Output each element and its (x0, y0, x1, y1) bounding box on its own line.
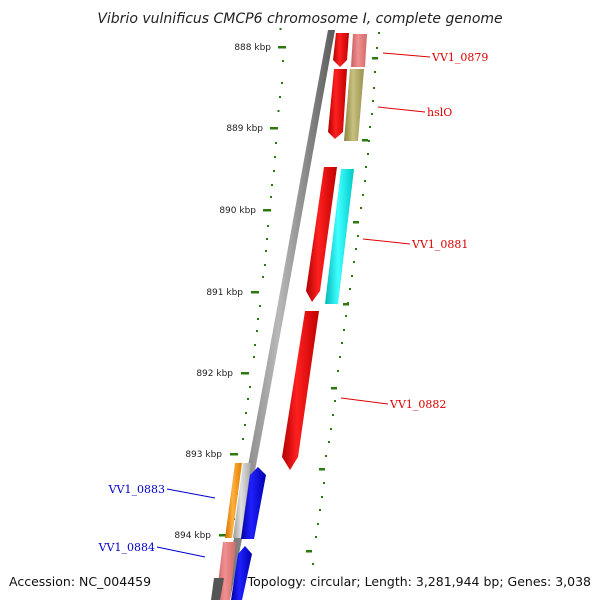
gene-bar-vv1-0879 (351, 34, 367, 67)
cds-arrow-vv1-0883 (241, 467, 266, 539)
gene-label-hslo[interactable]: hslO (427, 106, 452, 119)
tick-label-892: 892 kbp (196, 369, 233, 379)
cds-arrow-vv1-0884 (231, 546, 252, 600)
tick-mark-894 (219, 534, 227, 537)
tick-label-894: 894 kbp (174, 531, 211, 541)
gene-label-vv1-0881[interactable]: VV1_0881 (411, 238, 468, 251)
gene-bar-vv1-0883-grey (233, 463, 251, 538)
outer-major-ticks (219, 46, 286, 537)
tick-label-889: 889 kbp (226, 124, 263, 134)
gene-label-vv1-0879[interactable]: VV1_0879 (431, 51, 488, 64)
feature-vv1-0879[interactable] (333, 33, 367, 67)
gene-label-vv1-0884[interactable]: VV1_0884 (98, 541, 155, 554)
gene-label-vv1-0882[interactable]: VV1_0882 (389, 398, 446, 411)
tick-label-893: 893 kbp (185, 450, 222, 460)
feature-hslo[interactable] (328, 69, 364, 141)
map-title: Vibrio vulnificus CMCP6 chromosome I, co… (97, 11, 502, 27)
topology-text: Topology: circular; Length: 3,281,944 bp… (247, 574, 591, 589)
feature-vv1-0884[interactable] (211, 542, 252, 600)
connector-hslo (377, 106, 426, 113)
tick-mark-891 (251, 291, 259, 294)
feature-vv1-0882[interactable] (282, 311, 319, 470)
tick-mark-889 (270, 127, 278, 130)
gene-bar-hslo (344, 69, 364, 141)
cds-arrow-vv1-0879 (333, 33, 349, 67)
inner-major-ticks (306, 57, 378, 553)
tick-label-891: 891 kbp (206, 288, 243, 298)
gene-label-vv1-0883[interactable]: VV1_0883 (108, 483, 165, 496)
cds-arrow-vv1-0881 (306, 167, 337, 302)
feature-vv1-0883[interactable] (225, 463, 266, 539)
tick-label-888: 888 kbp (234, 43, 271, 53)
feature-vv1-0881[interactable] (306, 167, 354, 304)
label-connectors (156, 52, 431, 558)
accession-text: Accession: NC_004459 (9, 574, 151, 589)
connector-vv1-0882 (340, 397, 389, 405)
tick-mark-890 (263, 209, 271, 212)
connector-vv1-0884 (156, 546, 206, 558)
cds-arrow-vv1-0882 (282, 311, 319, 470)
connector-vv1-0883 (166, 488, 216, 499)
gene-bar-vv1-0881 (325, 169, 354, 304)
gene-bar-vv1-0883-orange (225, 463, 242, 538)
inner-ruler (312, 32, 380, 565)
cds-arrow-hslo (328, 69, 347, 139)
connector-vv1-0879 (382, 52, 431, 58)
gene-bar-vv1-0884-dark (211, 578, 224, 600)
tick-mark-893 (230, 453, 238, 456)
connector-vv1-0881 (362, 238, 411, 245)
tick-mark-892 (241, 372, 249, 375)
tick-label-890: 890 kbp (219, 206, 256, 216)
tick-mark-888 (278, 46, 286, 49)
genome-backbone (222, 30, 335, 600)
